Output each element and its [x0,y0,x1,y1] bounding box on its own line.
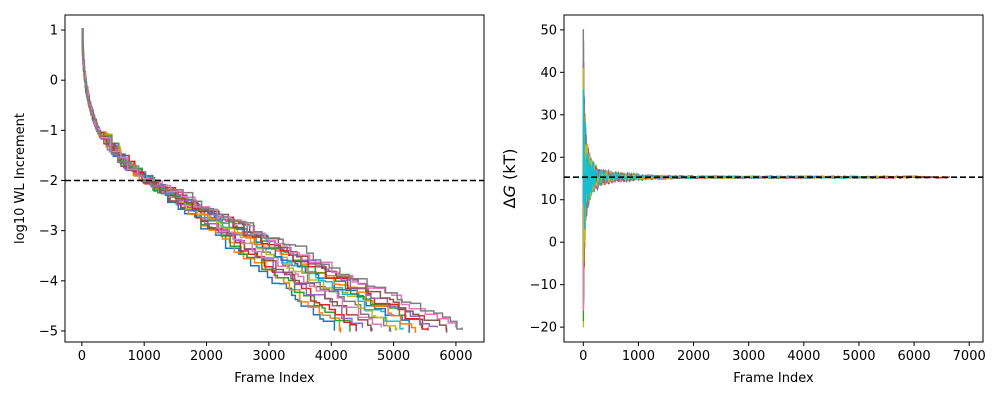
y-tick-label: 50 [540,23,557,38]
y-tick-label: 40 [540,66,557,81]
y-tick-label: −5 [39,324,58,339]
y-tick-label: 0 [549,236,557,251]
x-axis-label: Frame Index [733,371,814,386]
axes-panel-2: 0 1000 2000 3000 4000 5000 6000 7000 50 40 30 20 10 0… [500,14,986,386]
plot-area-1 [81,28,463,333]
plot-area-2 [582,29,951,328]
y-tick-label: −4 [39,274,58,289]
x-tick-label: 0 [78,349,86,364]
y-tick-label: 30 [540,108,557,123]
y-tick-label: −10 [530,278,557,293]
x-tick-label: 0 [579,349,587,364]
dg-series-line [582,95,858,243]
wl-series-line [81,28,398,331]
y-axis-label: log10 WL Increment [13,113,28,244]
y-tick-label: 10 [540,193,557,208]
dg-series-line [582,87,888,260]
axes-frame [64,14,485,343]
y-tick-label: −3 [39,224,58,239]
wl-series-line [81,28,457,328]
y-tick-label: −2 [39,174,58,189]
y-tick-label: −1 [39,124,58,139]
x-tick-label: 4000 [787,349,820,364]
x-tick-label: 3000 [252,349,285,364]
dg-series-line [582,92,944,289]
dg-series-line [582,125,838,274]
dg-series-line [582,89,861,230]
x-tick-label: 1000 [622,349,655,364]
x-tick-label: 7000 [953,349,986,364]
x-tick-label: 2000 [190,349,223,364]
dg-series-line [582,74,934,304]
x-axis-label: Frame Index [234,371,315,386]
x-tick-label: 2000 [677,349,710,364]
dg-series-line [582,92,878,219]
dg-series-line [582,115,851,267]
x-tick-label: 3000 [732,349,765,364]
y-tick-label: 20 [540,151,557,166]
dg-series-line [582,29,894,245]
x-tick-label: 1000 [128,349,161,364]
wl-series-line [81,28,463,330]
x-tick-label: 4000 [315,349,348,364]
y-tick-label: −20 [530,321,557,336]
dg-series-line [582,67,918,263]
dg-series-line [582,60,951,244]
wl-series-line [81,28,382,328]
x-tick-label: 6000 [439,349,472,364]
wl-series-line [81,28,404,330]
y-tick-label: 0 [50,74,58,89]
y-tick-label: 1 [50,24,58,39]
axes-frame [563,14,984,343]
y-axis-label: ΔG (kT) [500,149,519,209]
x-tick-label: 6000 [898,349,931,364]
dg-series-line [582,113,881,328]
x-tick-label: 5000 [842,349,875,364]
wl-series-line [81,28,438,328]
dg-series-line [582,96,927,322]
dg-series-line [582,105,815,308]
dg-series-line [582,112,914,289]
wl-series-line [81,28,423,329]
dg-series-line [582,116,825,311]
axes-panel-1: 0 1000 2000 3000 4000 5000 6000 1 0 −1 −2 −3 −4 −5 Fra… [13,14,485,386]
dg-series-line [582,29,888,244]
x-tick-label: 5000 [377,349,410,364]
